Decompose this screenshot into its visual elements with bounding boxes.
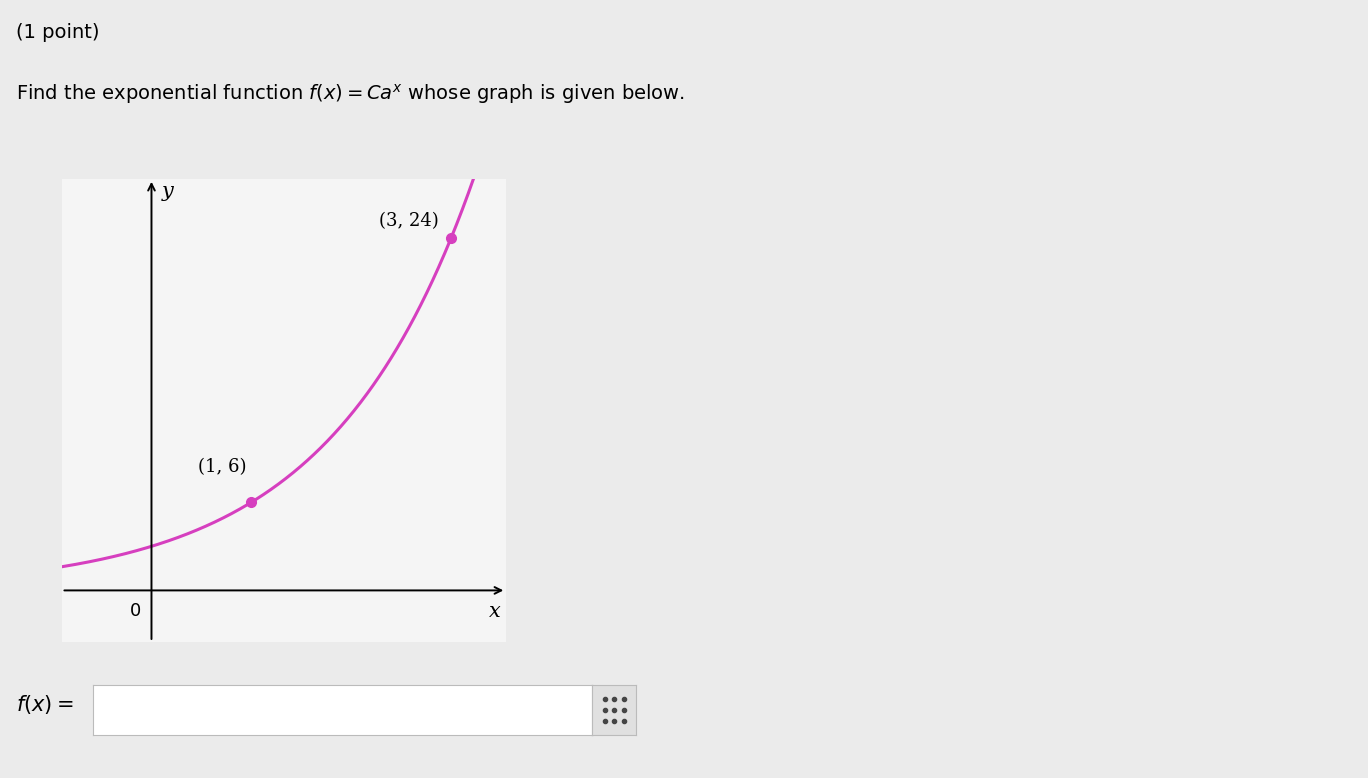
Text: y: y bbox=[161, 182, 174, 201]
Text: (1, 6): (1, 6) bbox=[198, 457, 246, 476]
Text: (3, 24): (3, 24) bbox=[379, 212, 439, 230]
Text: x: x bbox=[490, 602, 501, 621]
Text: (1 point): (1 point) bbox=[16, 23, 100, 42]
Text: 0: 0 bbox=[130, 602, 141, 620]
Text: Find the exponential function $f(x) = Ca^x$ whose graph is given below.: Find the exponential function $f(x) = Ca… bbox=[16, 82, 685, 106]
Text: $f(x) =$: $f(x) =$ bbox=[16, 692, 74, 716]
